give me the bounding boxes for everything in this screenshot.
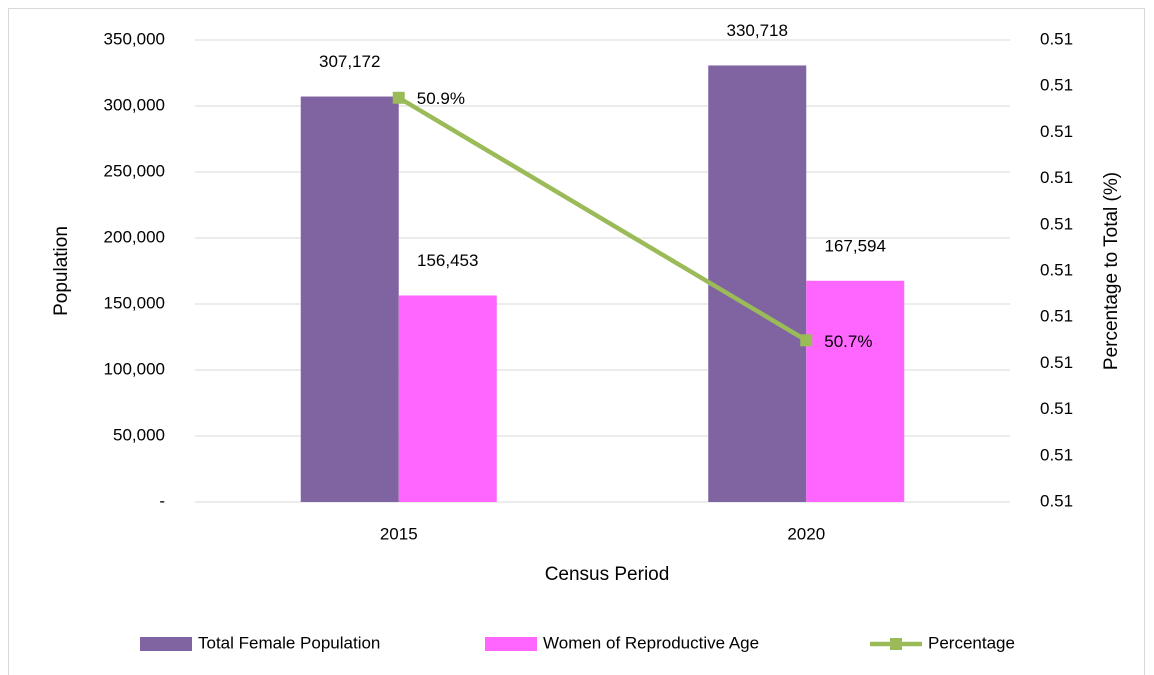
- data-label: 330,718: [727, 21, 788, 40]
- y2-tick-label: 0.51: [1040, 445, 1073, 464]
- y-tick-label: 200,000: [104, 227, 165, 246]
- y2-tick-label: 0.51: [1040, 260, 1073, 279]
- y2-tick-label: 0.51: [1040, 168, 1073, 187]
- y2-tick-label: 0.51: [1040, 29, 1073, 48]
- legend-swatch: [140, 637, 192, 651]
- line-marker: [392, 91, 405, 104]
- y-tick-label: 300,000: [104, 95, 165, 114]
- bar: [398, 295, 497, 502]
- x-axis-title: Census Period: [545, 564, 670, 585]
- y2-axis-title: Percentage to Total (%): [1101, 172, 1122, 370]
- y-tick-label: 150,000: [104, 293, 165, 312]
- y2-tick-label: 0.51: [1040, 307, 1073, 326]
- legend-swatch: [485, 637, 537, 651]
- data-label: 167,594: [825, 236, 886, 255]
- y-tick-label: 350,000: [104, 29, 165, 48]
- line-marker: [800, 334, 813, 347]
- data-label: 307,172: [319, 52, 380, 71]
- line: [397, 95, 808, 343]
- y2-tick-label: 0.51: [1040, 491, 1073, 510]
- legend-label: Total Female Population: [198, 633, 380, 652]
- x-tick-label: 2015: [380, 524, 418, 543]
- bar: [300, 96, 399, 502]
- bar: [806, 280, 905, 502]
- x-tick-label: 2020: [787, 524, 825, 543]
- y2-tick-label: 0.51: [1040, 76, 1073, 95]
- data-label: 156,453: [417, 251, 478, 270]
- legend-marker: [890, 638, 902, 650]
- y-tick-label: 100,000: [104, 359, 165, 378]
- y-tick-label: 50,000: [113, 425, 165, 444]
- y-tick-label: 250,000: [104, 161, 165, 180]
- y-axis-title: Population: [51, 226, 72, 316]
- chart-border: [8, 8, 1145, 675]
- y2-tick-label: 0.51: [1040, 214, 1073, 233]
- bar: [708, 65, 807, 502]
- data-label: 50.7%: [824, 332, 872, 351]
- legend-label: Women of Reproductive Age: [543, 633, 759, 652]
- y-tick-label: -: [159, 491, 165, 510]
- data-label: 50.9%: [417, 89, 465, 108]
- y2-tick-label: 0.51: [1040, 399, 1073, 418]
- legend-label: Percentage: [928, 633, 1015, 652]
- y2-tick-label: 0.51: [1040, 353, 1073, 372]
- y2-tick-label: 0.51: [1040, 122, 1073, 141]
